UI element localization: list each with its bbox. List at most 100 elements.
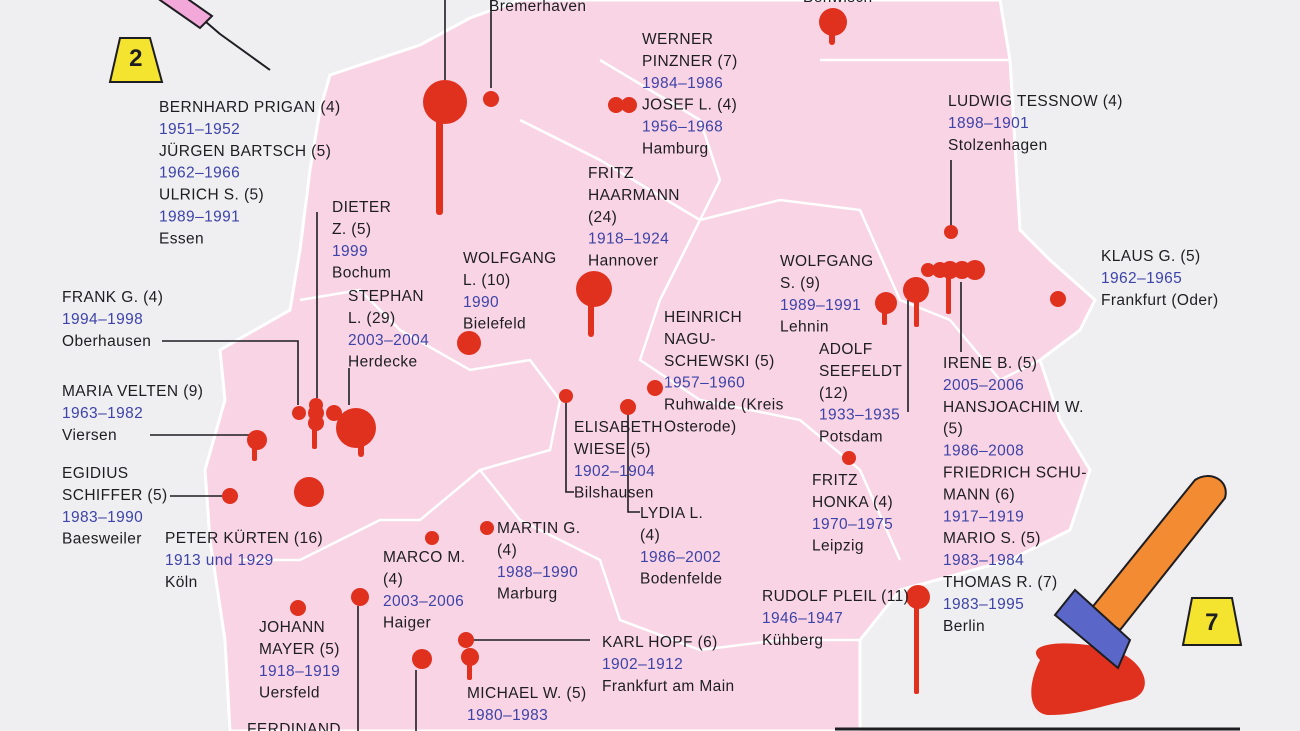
person-name: BERNHARD PRIGAN (4)	[159, 99, 341, 116]
place: Lehnin	[780, 319, 829, 336]
person-name: HAARMANN	[588, 187, 680, 204]
years: 1913 und 1929	[165, 552, 274, 569]
years: 1984–1986	[642, 75, 723, 92]
hammer	[1031, 475, 1227, 715]
blood-drops	[222, 8, 1066, 694]
person-name: SCHIFFER (5)	[62, 487, 168, 504]
place: Hannover	[588, 253, 658, 270]
place: Haiger	[383, 615, 431, 632]
person-name: ADOLF	[819, 341, 873, 358]
person-name: MICHAEL W. (5)	[467, 685, 587, 702]
place: Stolzenhagen	[948, 137, 1048, 154]
place: Oberhausen	[62, 333, 151, 350]
person-name: STEPHAN	[348, 288, 424, 305]
person-name: MARTIN G.	[497, 520, 580, 537]
years: 1970–1975	[812, 516, 893, 533]
place: Essen	[159, 230, 204, 247]
years: 1986–2002	[640, 549, 721, 566]
years: 1990	[463, 294, 499, 311]
person-name: THOMAS R. (7)	[943, 574, 1058, 591]
person-name: DIETER	[332, 199, 391, 216]
person-name: WIESE (5)	[574, 441, 651, 458]
leader-lines	[150, 0, 1240, 731]
person-name: RUDOLF PLEIL (11)	[762, 588, 909, 605]
person-name: HONKA (4)	[812, 494, 893, 511]
years: 1917–1919	[943, 508, 1024, 525]
person-name: PINZNER (7)	[642, 53, 738, 70]
years: 1933–1935	[819, 407, 900, 424]
place: Viersen	[62, 427, 117, 444]
place: Bilshausen	[574, 485, 654, 502]
person-name: HANSJOACHIM W.	[943, 399, 1084, 416]
person-name: ELISABETH	[574, 419, 663, 436]
person-name: JOHANN	[259, 619, 325, 636]
person-name: MARIA VELTEN (9)	[62, 383, 203, 400]
person-name: S. (9)	[780, 275, 820, 292]
years: 1983–1984	[943, 552, 1024, 569]
place: Köln	[165, 574, 198, 591]
person-name: (4)	[497, 542, 517, 559]
marker-number: 2	[129, 45, 143, 72]
years: 1957–1960	[664, 375, 745, 392]
person-name: L. (10)	[463, 272, 511, 289]
person-name: KARL HOPF (6)	[602, 634, 718, 651]
person-name: (12)	[819, 385, 848, 402]
person-name: SCHEWSKI (5)	[664, 353, 775, 370]
years: 1989–1991	[159, 209, 240, 226]
years: 1994–1998	[62, 311, 143, 328]
person-name: WERNER	[642, 31, 713, 48]
person-name: HEINRICH	[664, 309, 742, 326]
person-name: MARCO M.	[383, 549, 465, 566]
years: 2005–2006	[943, 377, 1024, 394]
germany-shape	[203, 0, 1097, 731]
place: Benwisch	[803, 0, 873, 6]
person-name: LYDIA L.	[640, 505, 703, 522]
years: 1962–1965	[1101, 270, 1182, 287]
place: Potsdam	[819, 429, 883, 446]
syringe	[158, 0, 271, 71]
person-name: ULRICH S. (5)	[159, 187, 264, 204]
years: 1902–1912	[602, 656, 683, 673]
person-name: L. (29)	[348, 310, 396, 327]
person-name: JOSEF L. (4)	[642, 97, 737, 114]
person-name: (4)	[640, 527, 660, 544]
years: 1918–1919	[259, 663, 340, 680]
person-name: PETER KÜRTEN (16)	[165, 529, 323, 547]
years: 2003–2006	[383, 593, 464, 610]
person-name: MARIO S. (5)	[943, 530, 1041, 547]
person-name: EGIDIUS	[62, 465, 129, 482]
evidence-marker	[108, 37, 1243, 646]
years: 1989–1991	[780, 297, 861, 314]
place: Frankfurt (Oder)	[1101, 292, 1219, 309]
years: 1988–1990	[497, 564, 578, 581]
person-name: SEEFELDT	[819, 363, 902, 380]
person-name: FRIEDRICH SCHU-	[943, 465, 1087, 482]
person-name: WOLFGANG	[780, 253, 874, 270]
place: Bremerhaven	[489, 0, 586, 15]
person-name: MAYER (5)	[259, 641, 340, 658]
person-name: FRANK G. (4)	[62, 289, 163, 306]
years: 1951–1952	[159, 121, 240, 138]
place: Bochum	[332, 265, 391, 282]
person-name: FRITZ	[588, 165, 634, 182]
years: 1898–1901	[948, 115, 1029, 132]
place: Baesweiler	[62, 531, 142, 548]
place: Bodenfelde	[640, 571, 722, 588]
person-name: IRENE B. (5)	[943, 355, 1037, 372]
years: 1980–1983	[467, 707, 548, 724]
place: Frankfurt am Main	[602, 678, 735, 695]
years: 1956–1968	[642, 119, 723, 136]
person-name: (24)	[588, 209, 617, 226]
place: Berlin	[943, 618, 985, 635]
person-name: WOLFGANG	[463, 250, 557, 267]
person-name: (4)	[383, 571, 403, 588]
place: Ruhwalde (Kreis	[664, 397, 784, 414]
place: Kühberg	[762, 632, 823, 649]
place: Bielefeld	[463, 316, 526, 333]
place: Marburg	[497, 586, 558, 603]
person-name: (5)	[943, 421, 963, 438]
marker-number: 7	[1205, 609, 1219, 636]
person-name: KLAUS G. (5)	[1101, 248, 1201, 265]
person-name: FRITZ	[812, 472, 858, 489]
